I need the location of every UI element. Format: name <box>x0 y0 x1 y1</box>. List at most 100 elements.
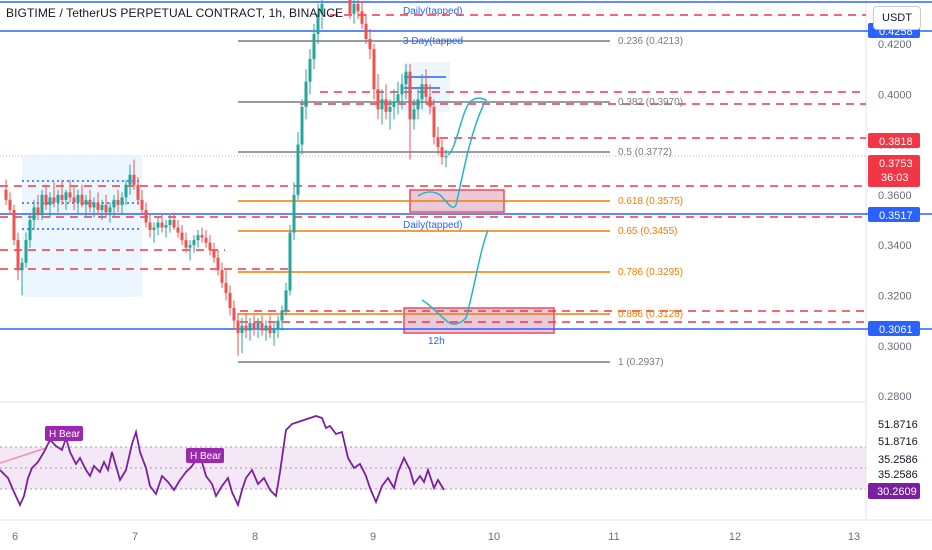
candle-body <box>12 209 16 241</box>
candle-body <box>96 202 100 210</box>
candle <box>32 199 36 231</box>
candle <box>28 214 32 248</box>
candle <box>168 214 172 233</box>
fib-level-label: 0.618 (0.3575) <box>618 196 683 207</box>
candle-body <box>216 257 220 271</box>
candle <box>176 220 180 238</box>
candle <box>68 179 72 203</box>
candle-body <box>400 84 404 95</box>
price-tag-value: 0.3517 <box>879 210 913 222</box>
candle-body <box>228 292 232 308</box>
candle <box>280 305 284 331</box>
candle <box>204 230 208 248</box>
candle <box>164 220 168 238</box>
candle-body <box>444 156 448 158</box>
candle-body <box>100 204 104 210</box>
candle <box>172 212 176 231</box>
time-axis-tick: 12 <box>729 531 741 543</box>
candle-body <box>436 137 440 148</box>
candle-body <box>156 222 160 228</box>
candle-body <box>32 207 36 220</box>
candle-body <box>408 71 412 120</box>
candle-body <box>292 194 296 233</box>
candle-body <box>108 207 112 213</box>
candle-body <box>16 240 20 271</box>
candle-body <box>204 237 208 243</box>
candle-body <box>184 240 188 248</box>
annotation-label: Daily(tapped) <box>403 220 462 231</box>
price-tag <box>868 321 920 336</box>
candle <box>116 189 120 213</box>
candle-body <box>396 94 400 102</box>
candle <box>208 235 212 256</box>
candle-body <box>428 96 432 107</box>
fib-level-label: 0.5 (0.3772) <box>618 147 672 158</box>
candle-body <box>68 192 72 198</box>
candle-body <box>196 235 200 241</box>
candle-body <box>116 199 120 205</box>
candle-body <box>384 99 388 112</box>
candle-body <box>40 194 44 215</box>
projection-path <box>421 229 489 325</box>
candle <box>252 315 256 336</box>
candle-body <box>188 245 192 248</box>
candle <box>444 149 448 168</box>
candle-body <box>20 262 24 271</box>
candle-body <box>316 13 320 34</box>
candle <box>132 159 136 190</box>
price-axis-tick: 0.3400 <box>878 240 912 252</box>
candle <box>440 139 444 165</box>
candle <box>264 320 268 341</box>
time-axis-tick: 10 <box>488 531 500 543</box>
candle <box>16 232 20 281</box>
candle <box>120 192 124 215</box>
candle-body <box>420 84 424 100</box>
candle-body <box>28 220 32 241</box>
candle-body <box>404 71 408 85</box>
currency-selector[interactable]: USDT <box>873 6 921 30</box>
candle <box>40 189 44 220</box>
candle <box>232 300 236 329</box>
candle-body <box>416 99 420 110</box>
candle <box>436 126 440 155</box>
candle-body <box>208 242 212 251</box>
candle-body <box>348 0 352 14</box>
candle <box>216 250 220 276</box>
price-tag <box>868 133 920 148</box>
candle <box>388 99 392 130</box>
candle-body <box>172 220 176 228</box>
candle <box>404 64 408 100</box>
h-bear-label-box <box>186 448 224 463</box>
rsi-axis-tick: 35.2586 <box>878 454 918 466</box>
candle <box>392 89 396 120</box>
price-tag-countdown: 36:03 <box>881 172 909 184</box>
candle <box>48 192 52 218</box>
candle-body <box>296 144 300 195</box>
rsi-line <box>0 415 445 508</box>
candle <box>80 184 84 208</box>
candle <box>140 189 144 215</box>
candle <box>52 182 56 208</box>
candle-body <box>176 227 180 233</box>
rsi-axis-tick: 35.2586 <box>878 469 918 481</box>
candle-body <box>300 106 304 145</box>
candle <box>44 184 48 210</box>
candle-body <box>412 109 416 120</box>
candle <box>24 232 28 268</box>
candle <box>236 313 240 356</box>
h-bear-label: H Bear <box>190 451 222 462</box>
candle <box>348 0 352 19</box>
candle <box>100 199 104 220</box>
candle <box>60 179 64 205</box>
candle-body <box>360 11 364 24</box>
candle <box>368 28 372 60</box>
candle <box>300 99 304 155</box>
candle-body <box>440 147 444 158</box>
candle <box>76 189 80 215</box>
candle-body <box>104 204 108 213</box>
price-axis-tick: 0.3600 <box>878 190 912 202</box>
fib-level-label: 1 (0.2937) <box>618 357 664 368</box>
candle-body <box>320 3 324 14</box>
price-tag <box>868 155 920 187</box>
